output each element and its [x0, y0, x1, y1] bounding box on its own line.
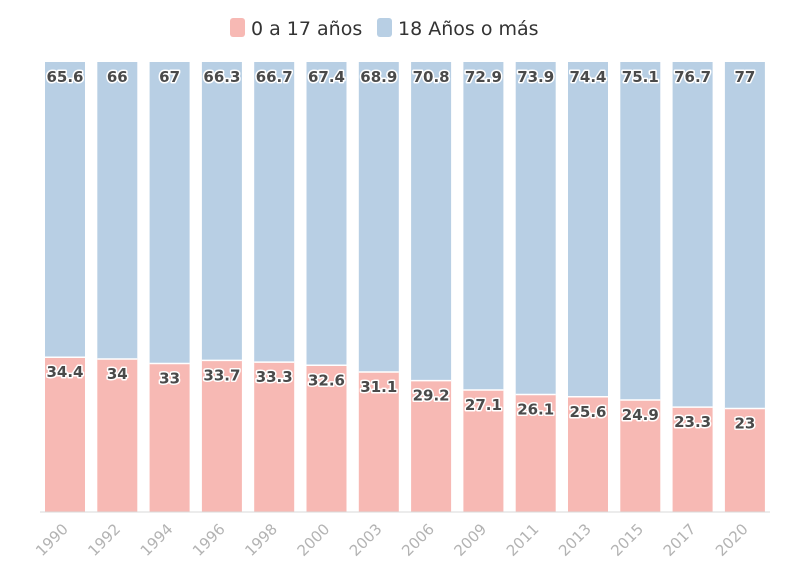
label-adult-2020: 77 [734, 68, 755, 86]
tick-label-2017: 2017 [660, 520, 700, 560]
bar-young-1992 [97, 359, 138, 512]
label-adult-1994: 67 [159, 68, 180, 86]
bar-adult-2006 [411, 62, 452, 381]
tick-label-2015: 2015 [607, 520, 647, 560]
label-adult-2015: 75.1 [622, 68, 659, 86]
tick-label-2011: 2011 [503, 520, 543, 560]
bar-young-1994 [149, 363, 190, 512]
legend: 0 a 17 años 18 Años o más [230, 18, 539, 40]
bar-adult-2015 [620, 62, 661, 400]
label-young-1998: 33.3 [256, 368, 293, 386]
bar-young-2006 [411, 380, 452, 512]
tick-label-2006: 2006 [398, 520, 438, 560]
tick-label-1994: 1994 [137, 520, 177, 560]
label-young-2020: 23 [734, 415, 755, 433]
tick-label-2000: 2000 [294, 520, 334, 560]
bar-adult-1992 [97, 62, 138, 359]
bar-adult-2017 [672, 62, 713, 408]
bar-young-2013 [568, 396, 608, 512]
bar-young-2003 [358, 372, 399, 512]
tick-label-1990: 1990 [32, 520, 72, 560]
label-young-1992: 34 [107, 365, 128, 383]
bar-young-2009 [463, 390, 504, 512]
label-young-2006: 29.2 [413, 387, 450, 405]
bar-adult-2013 [568, 62, 608, 397]
bar-adult-1990 [45, 62, 85, 358]
label-young-2017: 23.3 [674, 413, 711, 431]
label-young-2015: 24.9 [622, 406, 659, 424]
legend-label-0-a-17: 0 a 17 años [251, 18, 362, 40]
bar-young-1990 [45, 357, 85, 512]
bar-adult-2003 [358, 62, 399, 373]
bar-adult-1994 [149, 62, 190, 364]
label-adult-2011: 73.9 [517, 68, 554, 86]
legend-swatch-0-a-17 [230, 18, 245, 37]
tick-label-1992: 1992 [84, 520, 124, 560]
label-young-2011: 26.1 [517, 401, 554, 419]
label-young-1990: 34.4 [46, 363, 83, 381]
tick-label-1996: 1996 [189, 520, 229, 560]
label-adult-2003: 68.9 [360, 68, 397, 86]
label-adult-1998: 66.7 [256, 68, 293, 86]
label-young-2000: 32.6 [308, 371, 345, 389]
label-adult-2009: 72.9 [465, 68, 502, 86]
bar-young-2020 [724, 408, 765, 512]
label-young-2009: 27.1 [465, 396, 502, 414]
legend-swatch-18-o-mas [377, 18, 392, 37]
bar-young-2015 [620, 399, 661, 512]
label-adult-1990: 65.6 [46, 68, 83, 86]
label-adult-1992: 66 [107, 68, 128, 86]
label-young-1996: 33.7 [203, 366, 240, 384]
tick-label-2020: 2020 [712, 520, 752, 560]
label-adult-2000: 67.4 [308, 68, 345, 86]
label-young-2003: 31.1 [360, 378, 397, 396]
bar-young-1996 [201, 360, 242, 512]
label-young-1994: 33 [159, 370, 180, 388]
label-adult-2013: 74.4 [569, 68, 606, 86]
label-young-2013: 25.6 [569, 403, 606, 421]
bars-group [45, 62, 765, 512]
tick-label-2009: 2009 [450, 520, 490, 560]
bar-adult-2011 [515, 62, 556, 395]
x-axis-ticks: 1990 1992 1994 1996 1998 2000 2003 2006 2009 2011… [32, 520, 752, 560]
label-adult-2017: 76.7 [674, 68, 711, 86]
label-adult-1996: 66.3 [203, 68, 240, 86]
bar-young-1998 [254, 362, 295, 512]
tick-label-1998: 1998 [241, 520, 281, 560]
bar-adult-2000 [306, 62, 347, 366]
tick-label-2013: 2013 [555, 520, 595, 560]
bar-adult-2020 [724, 62, 765, 409]
bar-adult-2009 [463, 62, 504, 391]
data-labels-group: 65.6 34.4 66 34 67 33 66.3 33.7 66.7 33.3 67.4 32.6… [45, 67, 757, 435]
tick-label-2003: 2003 [346, 520, 386, 560]
bar-young-2017 [672, 407, 713, 512]
bar-young-2000 [306, 365, 347, 512]
label-adult-2006: 70.8 [413, 68, 450, 86]
bar-young-2011 [515, 394, 556, 512]
bar-adult-1996 [201, 62, 242, 361]
legend-label-18-o-mas: 18 Años o más [398, 18, 539, 40]
bar-adult-1998 [254, 62, 295, 363]
